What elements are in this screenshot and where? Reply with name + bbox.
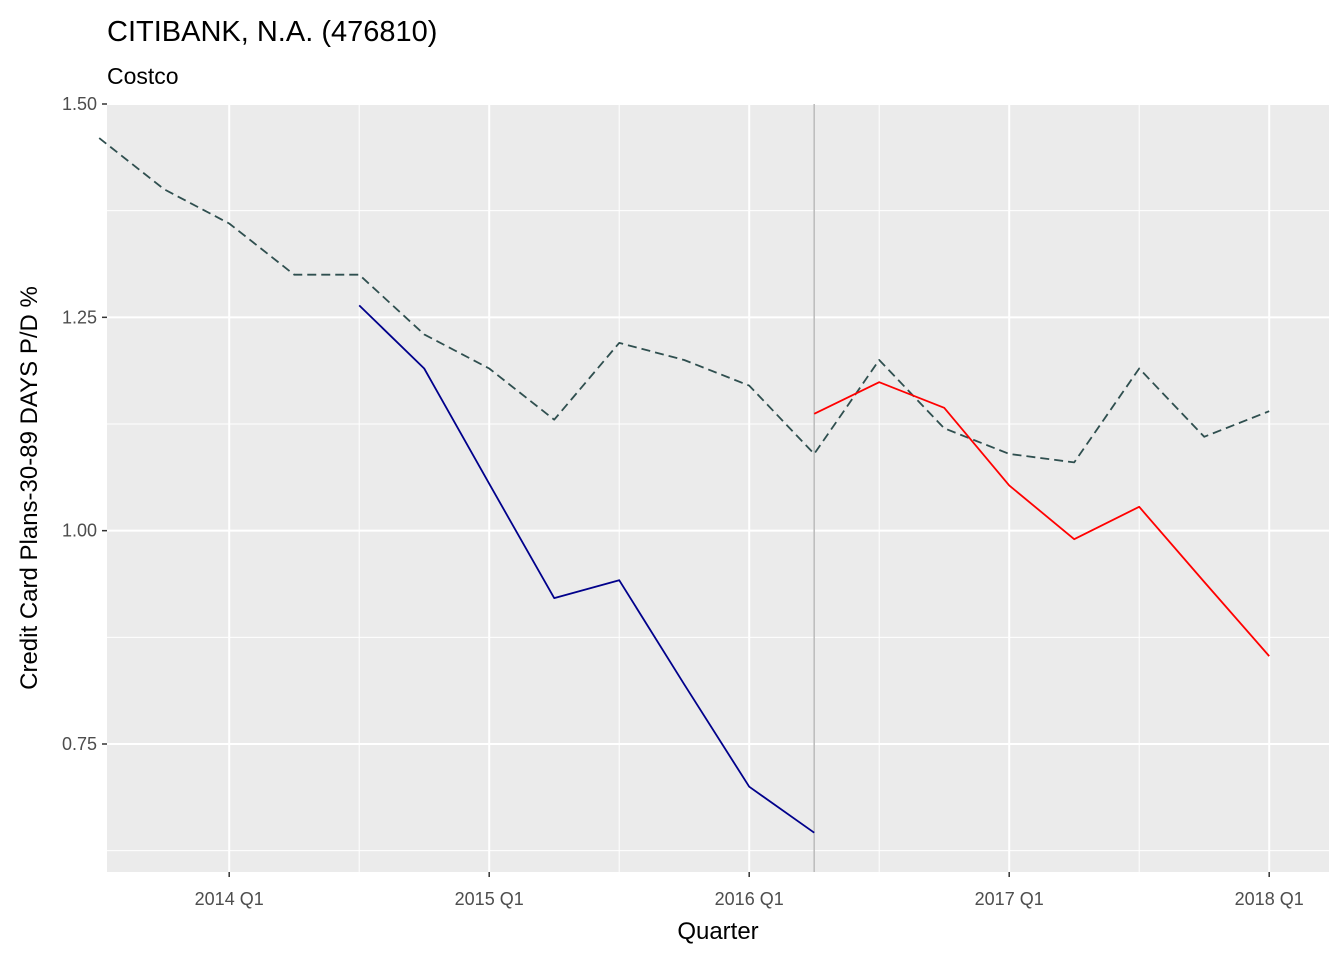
minor-gridlines bbox=[107, 104, 1329, 872]
x-axis: 2014 Q1 2015 Q1 2016 Q1 2017 Q1 2018 Q1 bbox=[195, 872, 1304, 909]
x-tick-label: 2018 Q1 bbox=[1235, 889, 1304, 909]
y-tick-label: 1.00 bbox=[62, 521, 97, 541]
major-gridlines bbox=[107, 103, 1329, 872]
y-tick-label: 1.25 bbox=[62, 307, 97, 327]
plot-panel bbox=[107, 104, 1329, 872]
x-tick-label: 2017 Q1 bbox=[975, 889, 1044, 909]
series-line-3 bbox=[813, 381, 1270, 657]
x-axis-title: Quarter bbox=[677, 918, 758, 945]
series-line-1 bbox=[98, 137, 1270, 464]
chart-title: CITIBANK, N.A. (476810) bbox=[107, 16, 437, 48]
series-line-2 bbox=[358, 304, 815, 834]
y-axis: 0.75 1.00 1.25 1.50 bbox=[62, 94, 107, 754]
chart-subtitle: Costco bbox=[107, 63, 179, 89]
x-tick-label: 2015 Q1 bbox=[455, 889, 524, 909]
y-axis-title: Credit Card Plans-30-89 DAYS P/D % bbox=[16, 286, 43, 690]
y-tick-label: 0.75 bbox=[62, 734, 97, 754]
x-tick-label: 2014 Q1 bbox=[195, 889, 264, 909]
x-tick-label: 2016 Q1 bbox=[715, 889, 784, 909]
y-tick-label: 1.50 bbox=[62, 94, 97, 114]
series-lines bbox=[98, 137, 1270, 834]
